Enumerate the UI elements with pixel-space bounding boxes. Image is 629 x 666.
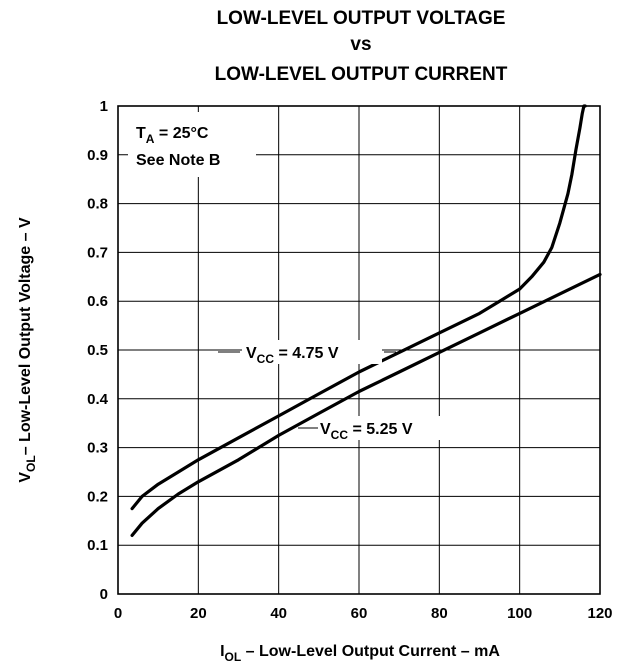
series-2-line xyxy=(130,272,602,537)
y-axis-label-sub: OL xyxy=(24,455,38,472)
y-tick-label-7: 0.7 xyxy=(87,244,108,261)
series-2-label-mask xyxy=(318,416,453,440)
y-tick-label-0: 0 xyxy=(100,586,108,603)
series-1-label-rest: = 4.75 V xyxy=(274,345,339,362)
x-tick-label-4: 80 xyxy=(431,605,448,622)
x-tick-label-5: 100 xyxy=(507,605,532,622)
y-tick-label-5: 0.5 xyxy=(87,342,108,359)
chart-title-line-1: LOW-LEVEL OUTPUT VOLTAGE xyxy=(217,8,506,29)
series-1-label: VCC = 4.75 V xyxy=(246,345,339,366)
y-tick-label-9: 0.9 xyxy=(87,147,108,164)
note-label: See Note B xyxy=(136,152,220,169)
series-1-label-sub: CC xyxy=(257,352,275,366)
series-2-label: VCC = 5.25 V xyxy=(320,421,413,442)
series-1-label-mask xyxy=(242,340,382,364)
x-tick-label-6: 120 xyxy=(587,605,612,622)
condition-sub: A xyxy=(146,132,155,146)
y-axis-label-rest: – Low-Level Output Voltage – V xyxy=(17,217,34,455)
x-tick-label-0: 0 xyxy=(114,605,122,622)
y-axis-label: VOL– Low-Level Output Voltage – V xyxy=(17,217,38,483)
y-tick-label-8: 0.8 xyxy=(87,196,108,213)
x-axis-label-sub: OL xyxy=(225,650,242,664)
condition-main: T xyxy=(136,125,146,142)
x-tick-label-2: 40 xyxy=(270,605,287,622)
condition-label: TA = 25°C xyxy=(136,125,209,146)
y-tick-label-4: 0.4 xyxy=(87,391,109,408)
y-tick-label-2: 0.2 xyxy=(87,488,108,505)
series-2-label-sub: CC xyxy=(331,428,349,442)
y-tick-label-6: 0.6 xyxy=(87,293,108,310)
y-tick-label-10: 1 xyxy=(100,98,108,115)
condition-rest: = 25°C xyxy=(154,125,208,142)
x-tick-label-3: 60 xyxy=(351,605,368,622)
y-tick-label-3: 0.3 xyxy=(87,440,108,457)
series-2-label-main: V xyxy=(320,421,331,438)
y-axis-label-main: V xyxy=(17,472,34,483)
x-axis-label: IOL – Low-Level Output Current – mA xyxy=(220,643,500,664)
x-tick-labels: 0 20 40 60 80 100 120 xyxy=(114,605,613,622)
condition-box-mask xyxy=(128,112,256,177)
x-axis-label-rest: – Low-Level Output Current – mA xyxy=(241,643,500,660)
series-1-line xyxy=(130,104,587,511)
series-2-label-rest: = 5.25 V xyxy=(348,421,413,438)
chart-title-line-2: vs xyxy=(350,34,371,55)
y-tick-label-1: 0.1 xyxy=(87,537,108,554)
x-tick-label-1: 20 xyxy=(190,605,207,622)
x-axis-label-main: I xyxy=(220,643,224,660)
y-tick-labels: 0 0.1 0.2 0.3 0.4 0.5 0.6 0.7 0.8 0.9 1 xyxy=(87,98,109,603)
series-1-label-main: V xyxy=(246,345,257,362)
plot-frame xyxy=(117,105,601,595)
curves xyxy=(130,104,602,537)
chart-title-line-3: LOW-LEVEL OUTPUT CURRENT xyxy=(215,64,508,85)
